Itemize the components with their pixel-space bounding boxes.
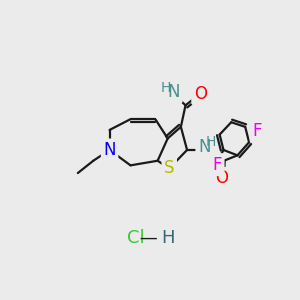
Text: F: F bbox=[252, 122, 262, 140]
Text: O: O bbox=[215, 169, 228, 188]
Text: N: N bbox=[103, 141, 116, 159]
Text: F: F bbox=[213, 156, 222, 174]
Text: Cl: Cl bbox=[127, 229, 145, 247]
Text: H: H bbox=[161, 229, 175, 247]
Text: N: N bbox=[198, 138, 210, 156]
Text: —: — bbox=[134, 229, 164, 247]
Text: H: H bbox=[161, 81, 171, 95]
Text: N: N bbox=[168, 83, 180, 101]
Text: H: H bbox=[206, 135, 216, 149]
Text: O: O bbox=[194, 85, 207, 103]
Text: S: S bbox=[164, 159, 175, 177]
